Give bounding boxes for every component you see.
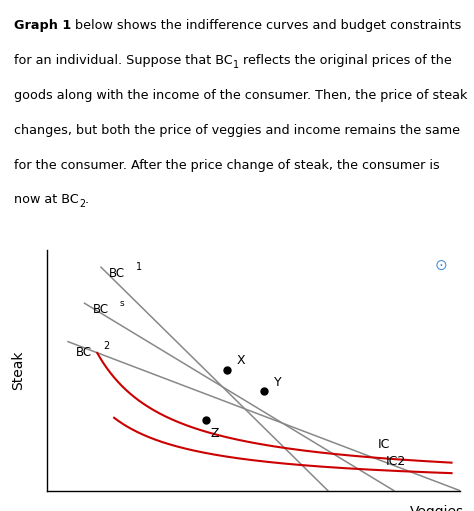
Text: Steak: Steak (11, 351, 26, 390)
Text: BC: BC (93, 303, 109, 316)
Text: .: . (85, 194, 89, 206)
Text: Y: Y (274, 376, 282, 389)
Text: IC2: IC2 (385, 455, 406, 468)
Text: ⊙: ⊙ (435, 258, 447, 272)
Text: X: X (237, 355, 246, 367)
Text: s: s (119, 298, 124, 308)
Text: now at BC: now at BC (14, 194, 79, 206)
Text: IC: IC (377, 437, 390, 451)
Text: Z: Z (210, 427, 219, 439)
Text: BC: BC (109, 267, 126, 280)
Text: for an individual. Suppose that BC: for an individual. Suppose that BC (14, 54, 233, 67)
Text: Graph 1: Graph 1 (14, 19, 71, 32)
Text: for the consumer. After the price change of steak, the consumer is: for the consumer. After the price change… (14, 158, 440, 172)
Text: 1: 1 (233, 60, 239, 69)
Text: 1: 1 (136, 262, 142, 272)
Text: changes, but both the price of veggies and income remains the same: changes, but both the price of veggies a… (14, 124, 460, 137)
Text: Veggies: Veggies (410, 505, 464, 511)
Text: reflects the original prices of the: reflects the original prices of the (239, 54, 452, 67)
Text: BC: BC (76, 346, 92, 359)
Text: goods along with the income of the consumer. Then, the price of steak: goods along with the income of the consu… (14, 89, 467, 102)
Text: 2: 2 (103, 341, 109, 351)
Text: 2: 2 (79, 199, 85, 209)
Text: below shows the indifference curves and budget constraints: below shows the indifference curves and … (71, 19, 462, 32)
